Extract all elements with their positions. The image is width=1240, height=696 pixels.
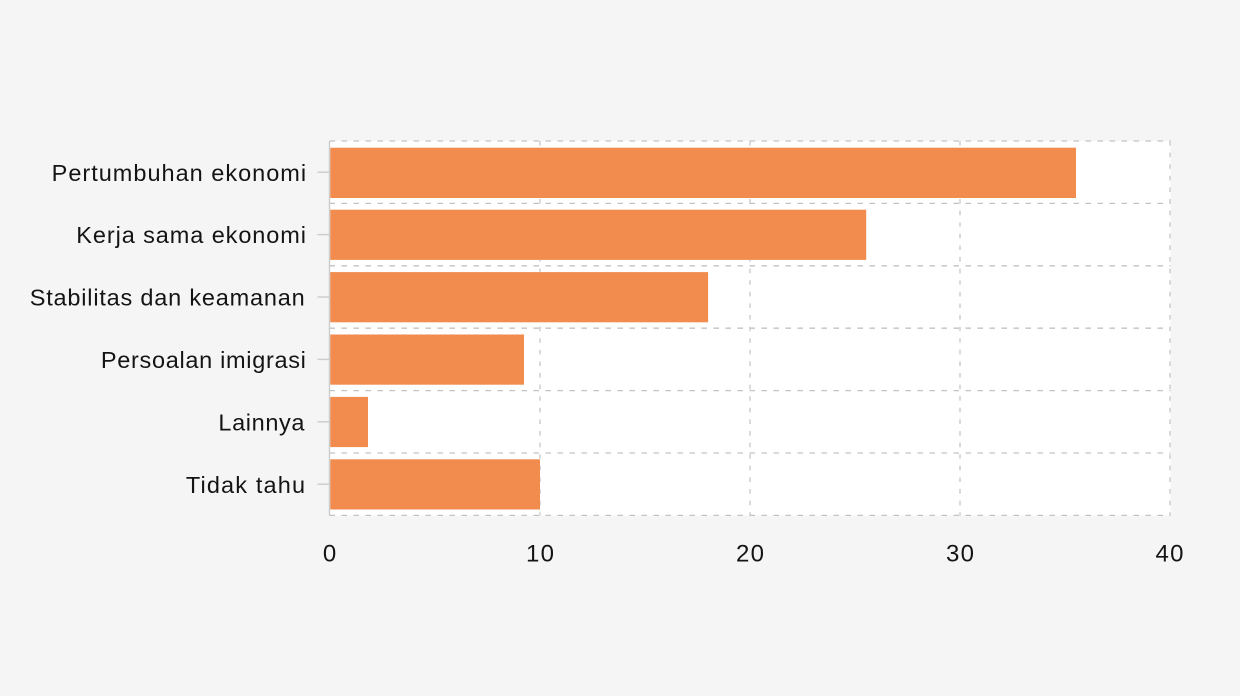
svg-text:30: 30 — [946, 541, 976, 568]
svg-text:Tidak tahu: Tidak tahu — [186, 472, 306, 498]
svg-text:Lainnya: Lainnya — [218, 409, 305, 435]
svg-text:10: 10 — [526, 541, 556, 568]
svg-text:Stabilitas dan keamanan: Stabilitas dan keamanan — [30, 285, 306, 311]
svg-text:Kerja sama ekonomi: Kerja sama ekonomi — [76, 222, 307, 248]
svg-text:Persoalan imigrasi: Persoalan imigrasi — [101, 347, 307, 373]
svg-text:0: 0 — [323, 541, 338, 568]
svg-text:Pertumbuhan ekonomi: Pertumbuhan ekonomi — [52, 160, 307, 186]
svg-text:20: 20 — [736, 541, 766, 568]
svg-text:40: 40 — [1155, 541, 1185, 568]
